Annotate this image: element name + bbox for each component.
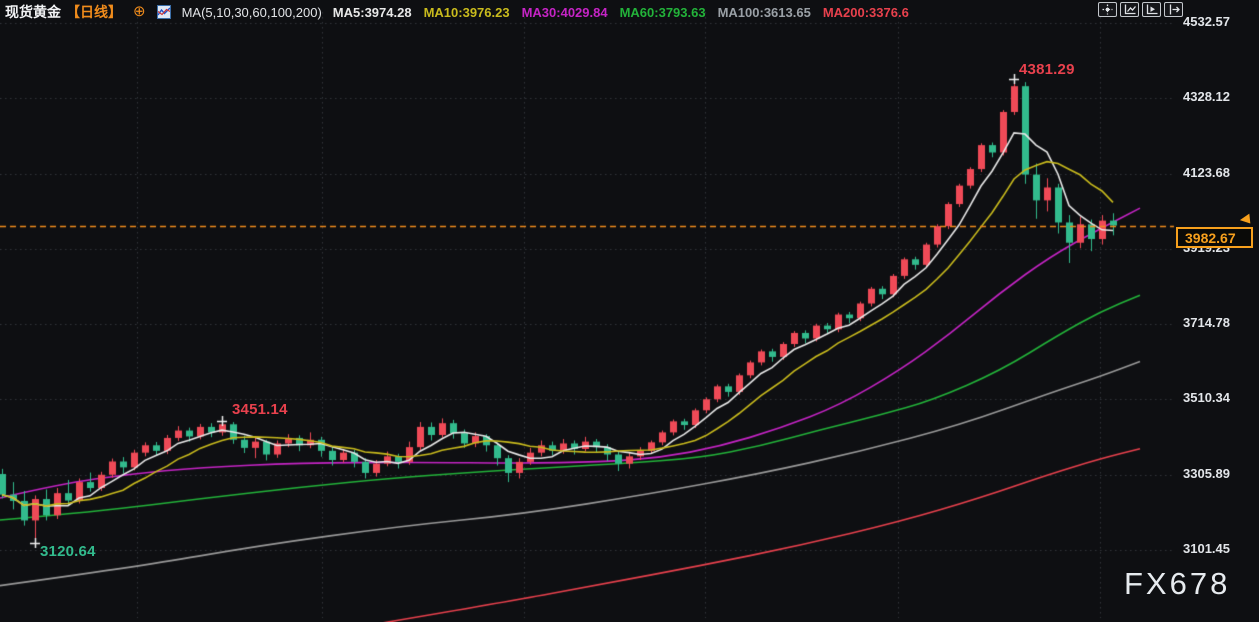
ma-legend-item: MA100:3613.65 [717, 4, 811, 20]
axis-tick-label: 4328.12 [1183, 89, 1230, 105]
indicator-params-label: MA(5,10,30,60,100,200) [181, 4, 322, 20]
play-chart-icon[interactable] [1142, 2, 1161, 17]
ma-legend-item: MA30:4029.84 [521, 4, 608, 20]
price-annotation: 3451.14 [232, 401, 288, 418]
pan-icon[interactable] [1098, 2, 1117, 17]
axis-tick-label: 4532.57 [1183, 14, 1230, 29]
last-price-badge: 3982.67 [1176, 227, 1253, 248]
timeframe-label: 【日线】 [66, 4, 122, 20]
ma-legend: MA5:3974.28 MA10:3976.23 MA30:4029.84 MA60:… [333, 5, 909, 20]
price-annotation: 4381.29 [1019, 61, 1075, 78]
axis-tick-label: 3305.89 [1183, 465, 1230, 481]
ma-legend-item: MA60:3793.63 [619, 4, 706, 20]
axis-tick-label: 4123.68 [1183, 164, 1230, 180]
ma-legend-item: MA5:3974.28 [332, 4, 412, 20]
last-price-value: 3982.67 [1185, 229, 1236, 246]
chart-header: 现货黄金 【日线】 ⊕ MA(5,10,30,60,100,200) MA5:3… [5, 2, 909, 22]
indicator-style-icon[interactable] [156, 5, 171, 19]
axis-tick-label: 3101.45 [1183, 541, 1230, 557]
price-annotation: 3120.64 [40, 543, 96, 560]
chart-toolbar [1098, 2, 1183, 17]
price-axis: 4532.574328.124123.683919.233714.783510.… [1183, 0, 1257, 622]
ma-legend-item: MA10:3976.23 [423, 4, 510, 20]
watermark: FX678 [1124, 566, 1231, 601]
axis-tick-label: 3510.34 [1183, 390, 1230, 406]
export-icon[interactable] [1164, 2, 1183, 17]
axis-tick-label: 3714.78 [1183, 315, 1230, 331]
ma-legend-item: MA200:3376.6 [822, 4, 909, 20]
symbol-name: 现货黄金 [5, 4, 61, 20]
add-indicator-icon[interactable]: ⊕ [133, 3, 146, 20]
axis-chart-icon[interactable] [1120, 2, 1139, 17]
